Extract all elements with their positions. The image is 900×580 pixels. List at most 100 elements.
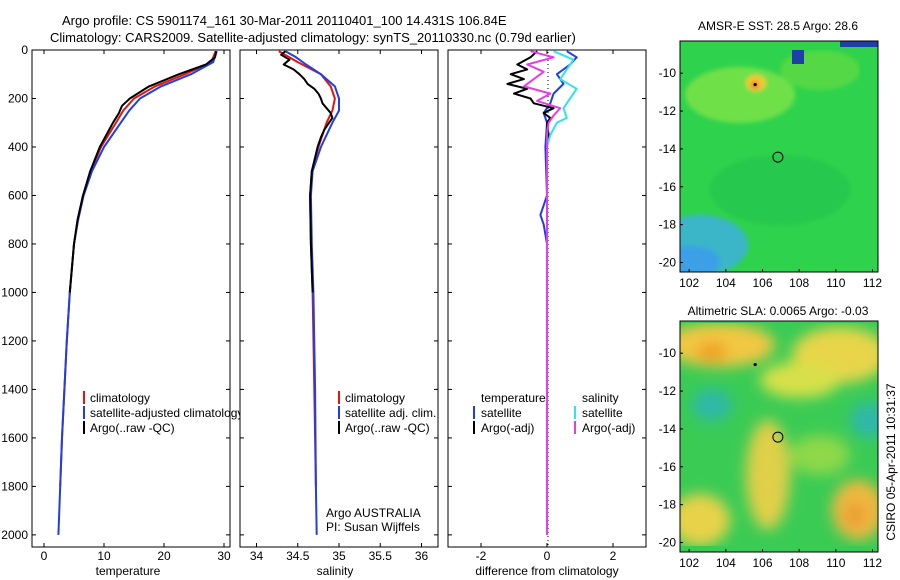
header-line1: Argo profile: CS 5901174_161 30-Mar-2011… <box>62 13 507 28</box>
sla-mid-east <box>790 435 850 475</box>
x-tick-label: 10 <box>97 549 111 563</box>
sla-high-nw-core <box>696 342 728 362</box>
map-x-tick-label: 104 <box>716 556 736 570</box>
map-x-tick-label: 112 <box>863 276 882 290</box>
legend-label-satellite: satellite-adjusted climatology <box>90 406 243 420</box>
salinity-panel: 34 34.5 35 35.5 36 salinity climatology sate… <box>239 49 439 578</box>
map-x-tick-label: 102 <box>679 276 699 290</box>
y-tick-label: 0 <box>21 43 28 57</box>
x-tick-label: 30 <box>217 549 231 563</box>
x-tick-label: 35 <box>332 549 346 563</box>
legend-label-climatology: climatology <box>345 391 405 405</box>
series-line-satellite-adjusted-climatology <box>57 50 218 535</box>
map-x-tick-label: 110 <box>826 276 845 290</box>
series-line-argo-raw-qc <box>68 51 218 293</box>
map-y-tick-label: -18 <box>659 218 677 232</box>
x-tick-label: 20 <box>157 549 171 563</box>
sst-map-ticks: 102 104 106 108 110 112 -10 -12 -14 -16 -18 -20 <box>659 66 883 290</box>
salinity-legend: climatology satellite adj. clim. Argo(..… <box>338 391 436 435</box>
map-y-tick-label: -14 <box>659 422 677 436</box>
x-tick-label: 0 <box>41 549 48 563</box>
x-tick-label: 0 <box>544 549 551 563</box>
legend-label-sal-satellite: satellite <box>582 406 623 420</box>
sla-low-west <box>692 389 732 421</box>
float-position-marker <box>772 431 784 443</box>
map-x-tick-label: 110 <box>826 556 845 570</box>
sst-map-title: AMSR-E SST: 28.5 Argo: 28.6 <box>698 19 858 33</box>
map-x-tick-label: 102 <box>679 556 699 570</box>
legend-label-temp-satellite: satellite <box>481 406 522 420</box>
x-tick-label: 36 <box>415 549 429 563</box>
sst-missing-strip <box>840 41 878 47</box>
map-y-tick-label: -10 <box>659 346 677 360</box>
map-x-tick-label: 106 <box>752 556 772 570</box>
temperature-series <box>57 50 218 535</box>
sst-cool-core <box>680 246 720 272</box>
header-line2: Climatology: CARS2009. Satellite-adjuste… <box>50 30 576 45</box>
map-y-tick-label: -12 <box>659 104 677 118</box>
legend-header-temperature: temperature <box>481 391 546 405</box>
temperature-ticks: 0 10 20 30 0 200 400 600 800 1000 1200 1400 1600 1800… <box>1 43 231 563</box>
map-y-tick-label: -20 <box>659 256 677 270</box>
sst-missing-block <box>792 50 804 64</box>
series-line-argo-raw-qc <box>280 50 334 293</box>
difference-ticks: -2 0 2 <box>448 49 646 563</box>
sla-patches <box>680 323 878 546</box>
legend-label-sal-argo: Argo(-adj) <box>582 421 635 435</box>
difference-panel: -2 0 2 difference from climatology tempera… <box>447 49 647 578</box>
map-y-tick-label: -18 <box>659 498 677 512</box>
map-x-tick-label: 108 <box>789 556 809 570</box>
y-tick-label: 1800 <box>1 479 28 493</box>
temperature-axes-frame <box>31 49 231 548</box>
map-y-tick-label: -16 <box>659 460 677 474</box>
salinity-ticks: 34 34.5 35 35.5 36 <box>240 49 438 563</box>
sst-map-marks <box>753 82 784 163</box>
sla-low-east <box>850 402 878 438</box>
sla-map-ticks: 102 104 106 108 110 112 -10 -12 -14 -16 -18 -20 <box>659 346 883 570</box>
map-y-tick-label: -14 <box>659 142 677 156</box>
sla-high-south <box>746 420 790 530</box>
series-line-satellite-adj-clim <box>284 50 340 535</box>
y-tick-label: 1200 <box>1 334 28 348</box>
annotation-pi: PI: Susan Wijffels <box>326 520 420 534</box>
salinity-axes-frame <box>239 49 439 548</box>
y-tick-label: 600 <box>8 188 28 202</box>
sst-map-panel: AMSR-E SST: 28.5 Argo: 28.6 102 104 106 108… <box>659 19 883 290</box>
track-point-marker <box>753 362 757 367</box>
sla-high-se-core <box>845 503 865 527</box>
y-tick-label: 200 <box>8 91 28 105</box>
salinity-xlabel: salinity <box>317 564 354 578</box>
legend-header-salinity: salinity <box>582 391 619 405</box>
sla-map-panel: Altimetric SLA: 0.0065 Argo: -0.03 102 10… <box>659 304 883 570</box>
legend-label-satellite: satellite adj. clim. <box>345 406 436 420</box>
y-tick-label: 1000 <box>1 285 28 299</box>
float-position-marker <box>772 151 784 163</box>
legend-label-argo: Argo(..raw -QC) <box>90 421 175 435</box>
map-y-tick-label: -10 <box>659 66 677 80</box>
temperature-legend: climatology satellite-adjusted climatolo… <box>83 391 243 435</box>
sst-map-frame <box>679 40 879 273</box>
difference-series <box>506 50 578 535</box>
legend-label-temp-argo: Argo(-adj) <box>481 421 534 435</box>
y-tick-label: 2000 <box>1 528 28 542</box>
map-x-tick-label: 104 <box>716 276 736 290</box>
track-point-marker <box>753 82 757 87</box>
salinity-series <box>278 50 340 535</box>
sla-map-marks <box>753 362 784 443</box>
temperature-panel: 0 10 20 30 0 200 400 600 800 1000 1200 1400 1600 1800… <box>1 43 243 578</box>
sla-high-sw <box>680 494 730 546</box>
y-tick-label: 1400 <box>1 382 28 396</box>
sla-map-title: Altimetric SLA: 0.0065 Argo: -0.03 <box>688 304 869 318</box>
x-tick-label: 34.5 <box>286 549 310 563</box>
sla-high-mid <box>760 362 840 398</box>
side-timestamp: CSIRO 05-Apr-2011 10:31:37 <box>884 383 898 541</box>
legend-label-climatology: climatology <box>90 391 150 405</box>
y-tick-label: 400 <box>8 140 28 154</box>
map-x-tick-label: 112 <box>863 556 882 570</box>
x-tick-label: 35.5 <box>369 549 393 563</box>
sla-field <box>680 321 878 552</box>
annotation-argo-australia: Argo AUSTRALIA <box>326 506 421 520</box>
difference-xlabel: difference from climatology <box>475 564 618 578</box>
temperature-xlabel: temperature <box>96 564 161 578</box>
